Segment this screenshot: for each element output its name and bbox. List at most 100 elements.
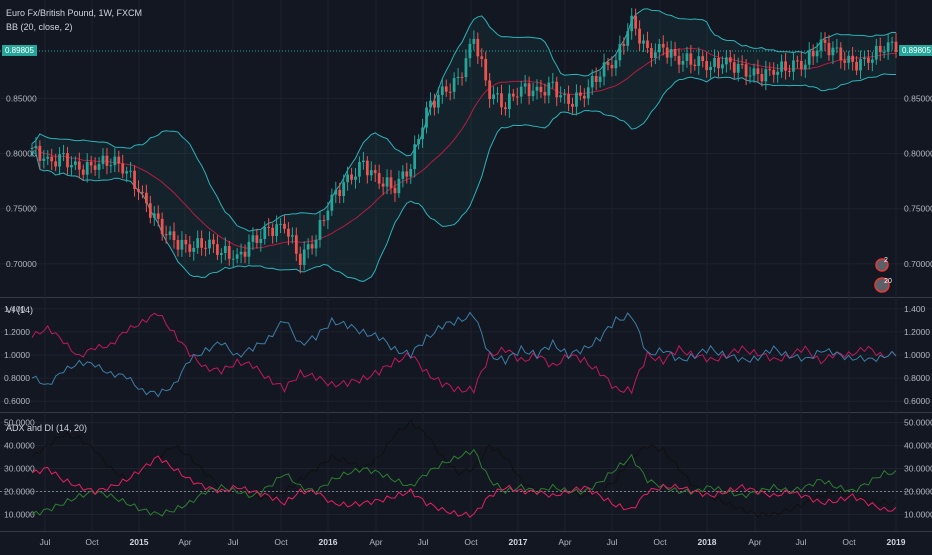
candle-body <box>638 28 641 44</box>
vi-axis-label-right: 1.400 <box>904 304 926 314</box>
candle-body <box>543 91 547 96</box>
candle-body <box>606 62 610 65</box>
candle-body <box>803 64 807 70</box>
candle-body <box>531 90 535 97</box>
candle-body <box>515 96 519 98</box>
candle-body <box>365 160 369 176</box>
candle-body <box>417 139 421 145</box>
candle-body <box>732 62 736 73</box>
candle-body <box>279 223 282 225</box>
adx-indicator-label[interactable]: ADX and DI (14, 20) <box>6 423 88 433</box>
candle-body <box>113 156 117 166</box>
candle-body <box>42 158 46 161</box>
time-axis-label: 2016 <box>319 537 338 547</box>
event-badge-icon[interactable] <box>874 277 890 293</box>
candle-body <box>389 177 393 188</box>
candle-body <box>85 161 89 175</box>
candle-body <box>62 153 65 155</box>
adx-axis-label-right: 40.0000 <box>904 441 932 451</box>
candle-body <box>444 86 448 92</box>
price-axis-label-right: 0.80000 <box>904 149 932 159</box>
candle-body <box>610 64 614 69</box>
candle-body <box>334 189 338 195</box>
candle-body <box>196 238 200 248</box>
candle-body <box>314 239 318 249</box>
candle-body <box>492 94 495 100</box>
candle-body <box>535 86 539 91</box>
candle-body <box>870 59 874 63</box>
candle-body <box>772 69 776 75</box>
candle-body <box>263 226 267 239</box>
candle-body <box>843 60 847 63</box>
candle-body <box>369 170 373 176</box>
candle-body <box>93 165 97 170</box>
candle-body <box>697 56 701 67</box>
candle-body <box>298 253 302 266</box>
candle-body <box>358 162 361 177</box>
adx-line <box>31 419 897 519</box>
candle-body <box>788 70 791 72</box>
candle-body <box>819 39 823 51</box>
bb-basis-line <box>31 47 897 249</box>
price-axis-label-left: 0.80000 <box>6 149 37 159</box>
vi-axis-label-left: 1.2000 <box>4 327 30 337</box>
event-badge-count: 2 <box>884 257 888 264</box>
candle-body <box>511 93 515 97</box>
event-badge-icon[interactable] <box>875 258 889 272</box>
candle-body <box>894 41 898 52</box>
vi-indicator-label[interactable]: VI (14) <box>6 305 34 315</box>
candle-body <box>306 244 310 250</box>
candle-body <box>239 251 243 255</box>
candle-body <box>322 220 326 222</box>
candle-body <box>188 244 192 252</box>
vi-plus-line <box>31 311 897 398</box>
candle-body <box>669 49 673 58</box>
bb-indicator-label[interactable]: BB (20, close, 2) <box>6 22 73 32</box>
candle-body <box>223 246 227 254</box>
candle-body <box>243 251 247 257</box>
candle-body <box>448 91 452 93</box>
candle-body <box>231 258 235 260</box>
adx-axis-label-left: 20.0000 <box>4 487 35 497</box>
candle-body <box>507 93 511 110</box>
candle-body <box>456 76 460 79</box>
candle-body <box>677 55 681 65</box>
candle-body <box>235 254 239 259</box>
time-axis-label: Apr <box>748 537 761 547</box>
vi-axis-label-right: 1.2000 <box>904 327 930 337</box>
time-axis-label: Jul <box>40 537 51 547</box>
candle-body <box>811 50 815 57</box>
candle-body <box>685 53 689 61</box>
candle-body <box>717 57 720 69</box>
candle-body <box>362 160 365 163</box>
candle-body <box>519 86 523 97</box>
candle-body <box>121 163 125 174</box>
candle-body <box>626 31 630 46</box>
bb-fill <box>31 8 897 282</box>
candle-body <box>141 191 144 193</box>
candle-body <box>397 178 401 194</box>
candle-body <box>50 156 54 162</box>
time-axis-label: Oct <box>274 537 288 547</box>
candle-body <box>216 244 219 255</box>
bb-upper-band <box>31 8 897 232</box>
candle-body <box>176 240 180 250</box>
candle-body <box>496 93 499 95</box>
candle-body <box>377 173 381 184</box>
candle-body <box>460 76 464 78</box>
candle-body <box>488 80 492 100</box>
candle-body <box>212 239 215 245</box>
candle-body <box>294 235 298 254</box>
adx-axis-label-left: 30.0000 <box>4 464 35 474</box>
candle-body <box>393 187 397 194</box>
candle-body <box>117 156 121 164</box>
candle-body <box>105 155 109 166</box>
candle-body <box>567 94 570 104</box>
candle-body <box>429 100 432 108</box>
candle-body <box>646 40 649 49</box>
candle-body <box>721 64 724 69</box>
candle-body <box>792 60 795 72</box>
candle-body <box>807 50 811 65</box>
